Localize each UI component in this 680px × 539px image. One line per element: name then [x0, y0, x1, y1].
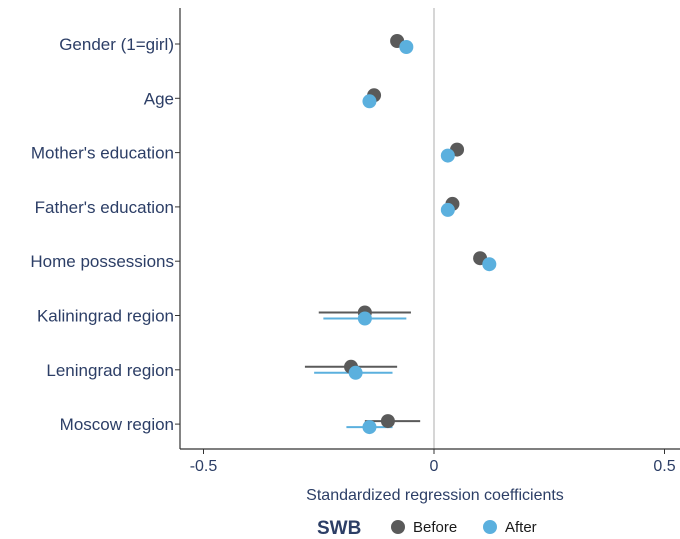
y-tick-label: Mother's education	[31, 144, 174, 163]
x-axis-label: Standardized regression coefficients	[306, 487, 564, 504]
y-tick-label: Kaliningrad region	[37, 307, 174, 326]
legend-marker	[483, 520, 497, 534]
point-after	[399, 40, 414, 54]
x-axis-ticks: -1-0.500.51	[190, 449, 676, 475]
data-points	[344, 34, 497, 435]
legend: SWB Before After	[317, 518, 537, 539]
x-tick-label: 0	[430, 458, 439, 475]
point-after	[482, 257, 497, 272]
y-tick-label: Father's education	[35, 198, 174, 217]
legend-title: SWB	[317, 518, 361, 539]
y-tick-label: Leningrad region	[46, 361, 174, 380]
legend-label: After	[505, 519, 537, 536]
point-after	[440, 148, 455, 163]
point-after	[348, 365, 363, 380]
x-tick-label: -0.5	[190, 458, 218, 475]
point-after	[440, 202, 455, 217]
point-before	[380, 414, 395, 429]
y-axis-labels: Gender (1=girl) Age Mother's education Fath…	[30, 35, 180, 434]
point-after	[362, 94, 377, 109]
y-tick-label: Home possessions	[30, 252, 174, 271]
y-tick-label: Age	[144, 89, 174, 108]
y-tick-label: Gender (1=girl)	[59, 35, 174, 54]
point-after	[357, 311, 372, 326]
x-tick-label: 0.5	[653, 458, 675, 475]
axes	[179, 8, 680, 450]
legend-marker	[391, 520, 405, 534]
legend-label: Before	[413, 519, 457, 536]
error-bars	[304, 311, 421, 429]
y-tick-label: Moscow region	[60, 415, 174, 434]
point-after	[362, 420, 377, 435]
